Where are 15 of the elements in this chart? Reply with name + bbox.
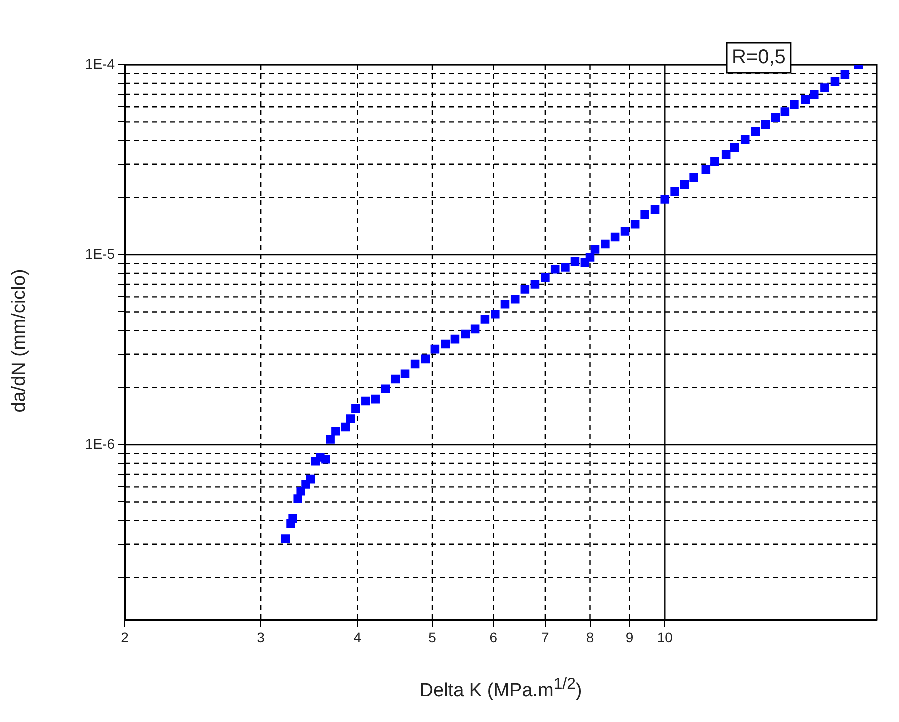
y-tick-label: 1E-5 [85,246,116,262]
y-axis-title: da/dN (mm/ciclo) [9,268,31,415]
annotation: R=0,5 [732,46,786,69]
x-tick-label: 6 [490,629,498,646]
x-tick-label: 3 [257,629,266,646]
x-tick-label: 10 [657,629,674,646]
x-tick-label: 4 [354,629,362,646]
x-axis-title: Delta K (MPa.m$^{1/2}$) [418,676,584,702]
x-tick-label: 7 [542,629,550,646]
x-tick-label: 2 [121,629,130,646]
x-tick-label: 9 [626,629,634,646]
y-tick-label: 1E-6 [85,436,116,452]
y-tick-label: 1E-4 [85,56,116,72]
x-tick-label: 8 [586,629,594,646]
x-tick-label: 5 [428,629,437,646]
